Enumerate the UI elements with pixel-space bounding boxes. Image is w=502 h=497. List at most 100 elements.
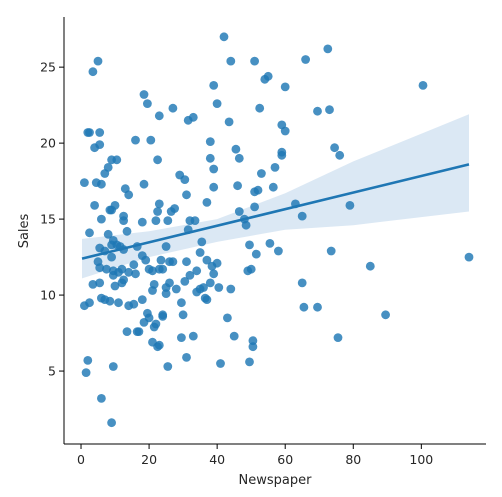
data-point: [161, 242, 171, 251]
data-point: [188, 331, 198, 341]
data-point: [148, 266, 157, 276]
data-point: [202, 295, 212, 304]
data-point: [333, 333, 343, 342]
data-point: [95, 278, 105, 288]
data-point: [195, 248, 205, 257]
data-point: [326, 246, 336, 256]
scatter-points: [80, 32, 474, 428]
data-point: [83, 356, 93, 365]
data-point: [464, 252, 474, 262]
data-point: [345, 201, 355, 210]
data-point: [122, 226, 132, 236]
data-point: [161, 289, 171, 298]
data-point: [139, 90, 149, 99]
data-point: [418, 81, 428, 90]
data-point: [124, 267, 134, 277]
data-point: [153, 155, 163, 165]
data-point: [325, 105, 334, 115]
data-point: [149, 280, 159, 289]
data-point: [141, 255, 151, 265]
data-point: [103, 163, 113, 172]
data-point: [97, 394, 106, 403]
data-point: [137, 295, 147, 304]
data-point: [257, 169, 266, 178]
data-point: [190, 216, 200, 226]
data-point: [192, 266, 202, 276]
data-point: [177, 298, 186, 308]
data-point: [85, 298, 94, 308]
data-point: [168, 257, 178, 267]
data-point: [143, 99, 152, 108]
x-tick-label: 0: [77, 452, 85, 467]
data-point: [253, 185, 263, 195]
data-point: [335, 150, 345, 160]
data-point: [365, 261, 375, 271]
data-point: [85, 228, 94, 238]
data-point: [153, 207, 163, 216]
data-point: [102, 264, 111, 274]
regression-line: [81, 163, 470, 260]
confidence-band-area: [82, 114, 469, 279]
data-point: [85, 128, 94, 137]
data-point: [80, 178, 89, 188]
data-point: [108, 266, 118, 276]
data-point: [250, 56, 259, 66]
regression-line-stroke: [81, 163, 470, 260]
y-axis-label: Sales: [17, 213, 32, 248]
data-point: [274, 246, 283, 256]
data-point: [313, 106, 322, 116]
data-point: [330, 143, 339, 153]
data-point: [171, 284, 181, 294]
y-tick-label: 20: [40, 136, 56, 151]
data-point: [212, 258, 222, 268]
axes: [63, 17, 486, 445]
data-point: [212, 99, 222, 108]
data-point: [229, 331, 239, 341]
data-point: [90, 201, 99, 210]
data-point: [209, 182, 219, 192]
data-point: [185, 270, 195, 280]
data-point: [88, 67, 98, 77]
data-point: [297, 211, 307, 221]
data-point: [250, 202, 259, 212]
data-point: [168, 103, 178, 113]
x-axis-label: Newspaper: [239, 473, 313, 488]
x-tick-label: 100: [409, 452, 433, 467]
data-point: [209, 81, 219, 90]
data-point: [95, 128, 105, 137]
data-point: [154, 111, 164, 121]
data-point: [122, 327, 132, 336]
data-point: [209, 269, 219, 279]
data-point: [110, 281, 120, 291]
data-point: [245, 357, 254, 367]
data-point: [205, 278, 215, 288]
data-point: [131, 269, 140, 279]
data-point: [245, 240, 254, 250]
data-point: [246, 264, 256, 274]
data-point: [226, 56, 236, 66]
data-point: [139, 179, 149, 189]
data-point: [301, 55, 310, 64]
data-point: [381, 310, 390, 320]
data-point: [129, 260, 139, 270]
data-point: [277, 150, 287, 160]
data-point: [180, 175, 190, 185]
data-point: [134, 327, 144, 336]
data-point: [119, 216, 128, 226]
data-point: [280, 82, 290, 92]
data-point: [313, 302, 322, 312]
data-point: [95, 140, 105, 150]
data-point: [151, 216, 161, 226]
data-point: [297, 278, 307, 288]
data-point: [81, 368, 91, 377]
data-point: [234, 207, 244, 216]
data-point: [146, 135, 156, 145]
x-tick-label: 40: [209, 452, 225, 467]
data-point: [248, 336, 258, 346]
data-point: [223, 313, 232, 323]
data-point: [224, 117, 234, 127]
data-point: [156, 255, 166, 265]
data-point: [114, 298, 123, 308]
data-point: [209, 164, 219, 174]
